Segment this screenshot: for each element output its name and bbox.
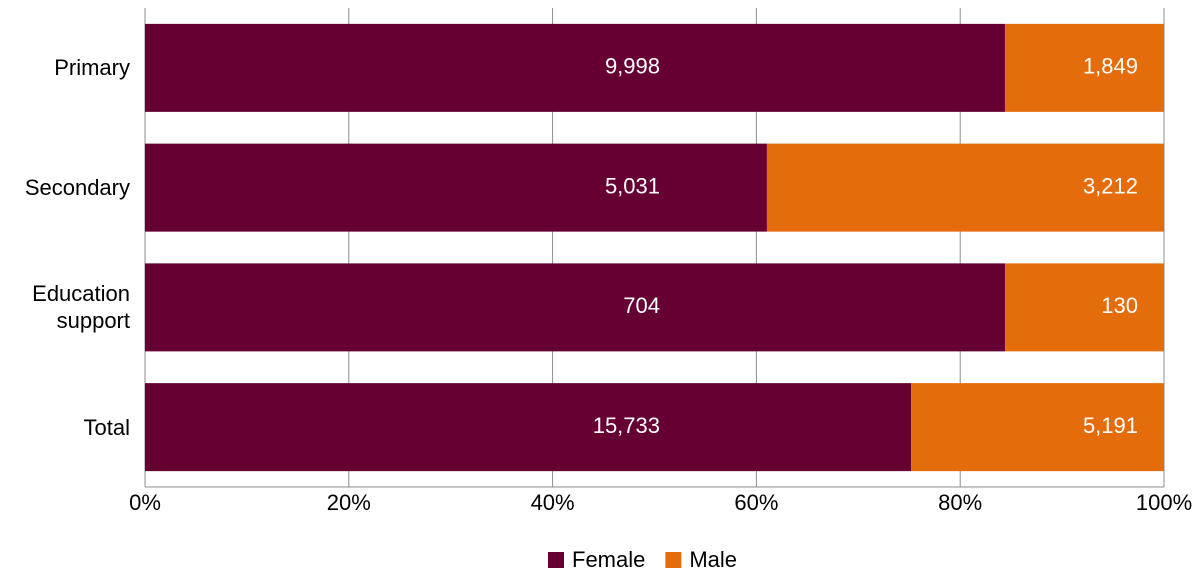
bar-segment: [911, 383, 1164, 472]
bar-segment: [145, 263, 1006, 352]
y-tick-label: Education support: [32, 281, 130, 334]
x-tick-label: 40%: [531, 490, 575, 515]
value-label: 15,733: [593, 413, 660, 438]
x-tick-label: 80%: [938, 490, 982, 515]
bar-segment: [766, 143, 1164, 232]
bar-segment: [1005, 263, 1164, 352]
x-tick-label: 60%: [734, 490, 778, 515]
legend-label: Male: [689, 547, 737, 572]
bar-segment: [145, 23, 1005, 112]
x-tick-label: 0%: [129, 490, 161, 515]
legend-swatch: [665, 552, 682, 568]
legend-label: Female: [572, 547, 645, 572]
value-label: 5,191: [1083, 413, 1138, 438]
value-label: 3,212: [1083, 173, 1138, 198]
value-label: 130: [1101, 293, 1138, 318]
value-label: 1,849: [1083, 54, 1138, 79]
value-label: 9,998: [605, 54, 660, 79]
value-label: 704: [623, 293, 660, 318]
bar-segment: [1004, 23, 1164, 112]
x-tick-label: 20%: [327, 490, 371, 515]
bar-segment: [145, 143, 767, 232]
x-tick-label: 100%: [1136, 490, 1192, 515]
legend-swatch: [548, 552, 564, 568]
value-label: 5,031: [605, 173, 660, 198]
y-tick-label: Primary: [54, 55, 130, 81]
y-tick-label: Total: [83, 414, 130, 440]
bar-segment: [145, 383, 912, 472]
y-tick-label: Secondary: [24, 175, 130, 201]
